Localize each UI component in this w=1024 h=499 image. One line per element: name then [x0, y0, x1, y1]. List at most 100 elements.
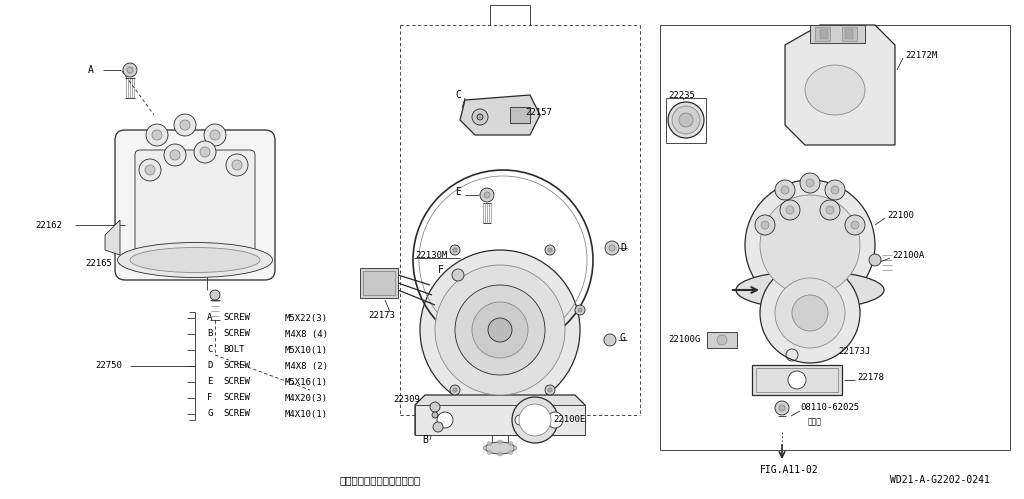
Circle shape — [484, 192, 490, 198]
Circle shape — [604, 334, 616, 346]
Text: M4X8 (4): M4X8 (4) — [285, 329, 328, 338]
Circle shape — [792, 295, 828, 331]
Text: 22309: 22309 — [393, 396, 420, 405]
Circle shape — [548, 248, 552, 252]
Text: SCREW: SCREW — [223, 329, 250, 338]
Text: 22235: 22235 — [668, 90, 695, 99]
Circle shape — [210, 290, 220, 300]
Text: M4X10(1): M4X10(1) — [285, 410, 328, 419]
Text: C: C — [207, 345, 212, 354]
Circle shape — [851, 221, 859, 229]
Circle shape — [450, 245, 460, 255]
Circle shape — [487, 450, 492, 454]
Circle shape — [826, 206, 834, 214]
Circle shape — [578, 308, 582, 312]
Circle shape — [825, 180, 845, 200]
Bar — [666, 98, 706, 143]
Circle shape — [170, 150, 180, 160]
Text: WD21-A-G2202-0241: WD21-A-G2202-0241 — [890, 475, 990, 485]
Bar — [756, 368, 838, 392]
Polygon shape — [785, 25, 895, 145]
Circle shape — [455, 285, 545, 375]
Circle shape — [232, 160, 242, 170]
Text: 表記以外の構成部品は非販売: 表記以外の構成部品は非販売 — [339, 475, 421, 485]
Circle shape — [806, 179, 814, 187]
Circle shape — [547, 412, 563, 428]
Text: B: B — [207, 329, 212, 338]
Circle shape — [210, 130, 220, 140]
Circle shape — [845, 215, 865, 235]
Circle shape — [452, 269, 464, 281]
Bar — [510, 107, 530, 123]
Text: SCREW: SCREW — [223, 313, 250, 322]
Circle shape — [509, 450, 513, 454]
Bar — [707, 332, 737, 348]
Circle shape — [450, 385, 460, 395]
Text: E: E — [455, 187, 461, 197]
Circle shape — [480, 188, 494, 202]
Polygon shape — [460, 95, 540, 135]
Bar — [820, 29, 828, 39]
Text: C: C — [455, 90, 461, 100]
Circle shape — [761, 221, 769, 229]
Bar — [362, 271, 395, 295]
Circle shape — [146, 124, 168, 146]
Circle shape — [180, 120, 190, 130]
Text: B: B — [422, 435, 428, 445]
Bar — [815, 27, 830, 41]
Text: FIG.A11-02: FIG.A11-02 — [760, 465, 819, 475]
Text: G: G — [618, 333, 625, 343]
Text: M5X16(1): M5X16(1) — [285, 378, 328, 387]
Text: M4X8 (2): M4X8 (2) — [285, 361, 328, 370]
Circle shape — [194, 141, 216, 163]
Circle shape — [548, 388, 552, 392]
Circle shape — [786, 206, 794, 214]
Circle shape — [472, 302, 528, 358]
Text: 22750: 22750 — [95, 361, 122, 370]
Circle shape — [781, 186, 790, 194]
Circle shape — [488, 318, 512, 342]
Polygon shape — [105, 220, 120, 255]
Text: 22172M: 22172M — [905, 50, 937, 59]
Text: 22173J: 22173J — [838, 347, 870, 356]
Circle shape — [437, 412, 453, 428]
Circle shape — [174, 114, 196, 136]
Circle shape — [575, 305, 585, 315]
Circle shape — [788, 371, 806, 389]
Ellipse shape — [805, 65, 865, 115]
Text: ボルト: ボルト — [808, 418, 822, 427]
Circle shape — [152, 130, 162, 140]
Text: D: D — [207, 361, 212, 370]
Circle shape — [432, 412, 438, 418]
Circle shape — [200, 147, 210, 157]
Circle shape — [515, 415, 525, 425]
Circle shape — [545, 385, 555, 395]
Circle shape — [609, 245, 615, 251]
Circle shape — [869, 254, 881, 266]
Circle shape — [775, 401, 790, 415]
Text: A: A — [88, 65, 94, 75]
Circle shape — [477, 114, 483, 120]
Circle shape — [800, 173, 820, 193]
Circle shape — [420, 250, 580, 410]
Text: M5X22(3): M5X22(3) — [285, 313, 328, 322]
Ellipse shape — [130, 248, 260, 272]
Polygon shape — [415, 395, 585, 435]
Text: M4X20(3): M4X20(3) — [285, 394, 328, 403]
Text: SCREW: SCREW — [223, 378, 250, 387]
Text: 22100E: 22100E — [553, 416, 586, 425]
Circle shape — [672, 106, 700, 134]
Circle shape — [775, 278, 845, 348]
Circle shape — [164, 144, 186, 166]
Circle shape — [498, 440, 502, 444]
Text: 22100G: 22100G — [668, 335, 700, 344]
Circle shape — [775, 180, 795, 200]
Text: SCREW: SCREW — [223, 410, 250, 419]
Circle shape — [831, 186, 839, 194]
Text: 08110-62025: 08110-62025 — [800, 404, 859, 413]
Circle shape — [512, 397, 558, 443]
Circle shape — [519, 404, 551, 436]
Text: SCREW: SCREW — [223, 361, 250, 370]
FancyBboxPatch shape — [115, 130, 275, 280]
Circle shape — [498, 452, 502, 456]
